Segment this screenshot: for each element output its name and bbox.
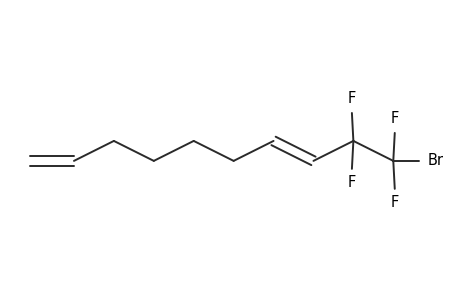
Text: F: F <box>347 176 355 190</box>
Text: F: F <box>390 111 398 126</box>
Text: F: F <box>347 92 355 106</box>
Text: F: F <box>390 195 398 210</box>
Text: Br: Br <box>427 153 443 168</box>
